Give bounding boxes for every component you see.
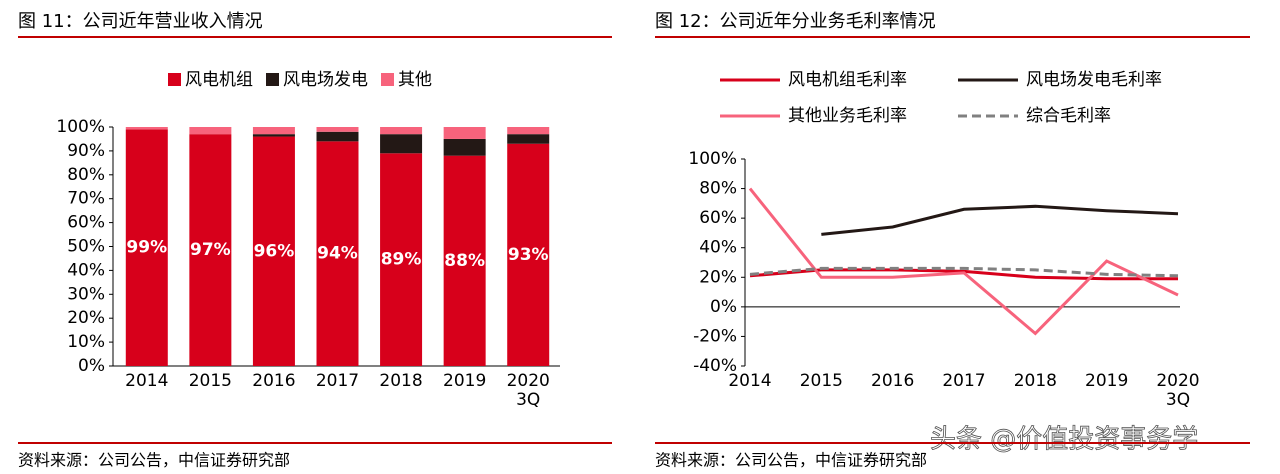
chart-title: 图 12：公司近年分业务毛利率情况 (655, 11, 936, 32)
x-tick-label: 2018 (379, 371, 423, 391)
y-tick-label: 60% (699, 208, 737, 228)
data-label: 89% (381, 250, 422, 270)
watermark: 头条 @价值投资事务学 (930, 425, 1198, 455)
x-tick-label: 2016 (252, 371, 296, 391)
x-tick-label: 2014 (125, 371, 169, 391)
source: 资料来源：公司公告，中信证券研究部 (18, 451, 290, 470)
bar-segment (443, 155, 486, 366)
x-tick-label: 2020 3Q (1156, 371, 1200, 410)
bar-segment (316, 131, 359, 142)
x-tick-label: 2017 (315, 371, 360, 391)
legend-label: 风电场发电 (283, 70, 368, 90)
bar-segment (316, 141, 359, 366)
bar-segment (189, 134, 232, 366)
x-tick-label: 2014 (728, 371, 772, 391)
bar-segment (380, 153, 423, 366)
y-tick-label: 40% (67, 260, 105, 280)
bar-segment (252, 136, 295, 366)
x-tick-label: 2019 (443, 371, 487, 391)
legend-swatch (266, 73, 279, 86)
y-tick-label: 60% (67, 213, 105, 233)
y-tick-label: 20% (67, 308, 105, 328)
x-tick-label: 2020 3Q (506, 371, 550, 410)
line-series (821, 204, 1179, 236)
bar-segment (316, 127, 359, 132)
data-label: 99% (126, 238, 167, 258)
legend-swatch (381, 73, 394, 86)
x-tick-label: 2016 (871, 371, 915, 391)
legend-label: 其他 (398, 70, 432, 90)
bar-segment (125, 129, 168, 366)
x-tick-label: 2015 (188, 371, 232, 391)
bar-segment (252, 127, 295, 135)
bar-segment (443, 138, 486, 156)
chart-title: 图 11：公司近年营业收入情况 (18, 11, 263, 32)
legend-label: 其他业务毛利率 (788, 106, 907, 126)
bar-segment (252, 134, 295, 137)
y-tick-label: 40% (699, 238, 737, 258)
y-tick-label: 70% (67, 189, 105, 209)
bar-segment (380, 127, 423, 135)
bar-segment (507, 143, 550, 366)
legend-label: 风电机组 (185, 70, 253, 90)
y-tick-label: 0% (710, 297, 737, 317)
bar-segment (125, 127, 168, 130)
x-tick-label: 2019 (1085, 371, 1129, 391)
y-tick-label: 100% (56, 117, 105, 137)
x-tick-label: 2015 (799, 371, 843, 391)
y-tick-label: 30% (67, 284, 105, 304)
source: 资料来源：公司公告，中信证券研究部 (655, 451, 927, 470)
y-tick-label: 20% (699, 267, 737, 287)
line-series (749, 266, 1179, 278)
bar-segment (507, 127, 550, 135)
data-label: 97% (190, 240, 231, 260)
y-tick-label: 10% (67, 332, 105, 352)
data-label: 96% (254, 241, 295, 261)
data-label: 94% (317, 244, 358, 264)
y-tick-label: 0% (78, 356, 105, 376)
data-label: 88% (444, 251, 485, 271)
data-label: 93% (508, 245, 549, 265)
y-tick-label: 100% (688, 149, 737, 169)
y-tick-label: -20% (693, 326, 737, 346)
x-tick-label: 2017 (942, 371, 986, 391)
y-tick-label: 90% (67, 141, 105, 161)
y-tick-label: 50% (67, 237, 105, 257)
legend-label: 风电机组毛利率 (788, 70, 907, 90)
line-series (748, 187, 1179, 336)
legend-label: 综合毛利率 (1026, 106, 1111, 126)
legend-label: 风电场发电毛利率 (1026, 70, 1162, 90)
y-tick-label: -40% (693, 356, 737, 376)
y-tick-label: 80% (67, 165, 105, 185)
x-tick-label: 2018 (1013, 371, 1057, 391)
legend-swatch (168, 73, 181, 86)
bar-segment (443, 127, 486, 139)
bar-segment (380, 134, 423, 154)
bar-segment (189, 127, 232, 135)
bar-segment (507, 134, 550, 144)
y-tick-label: 80% (699, 179, 737, 199)
